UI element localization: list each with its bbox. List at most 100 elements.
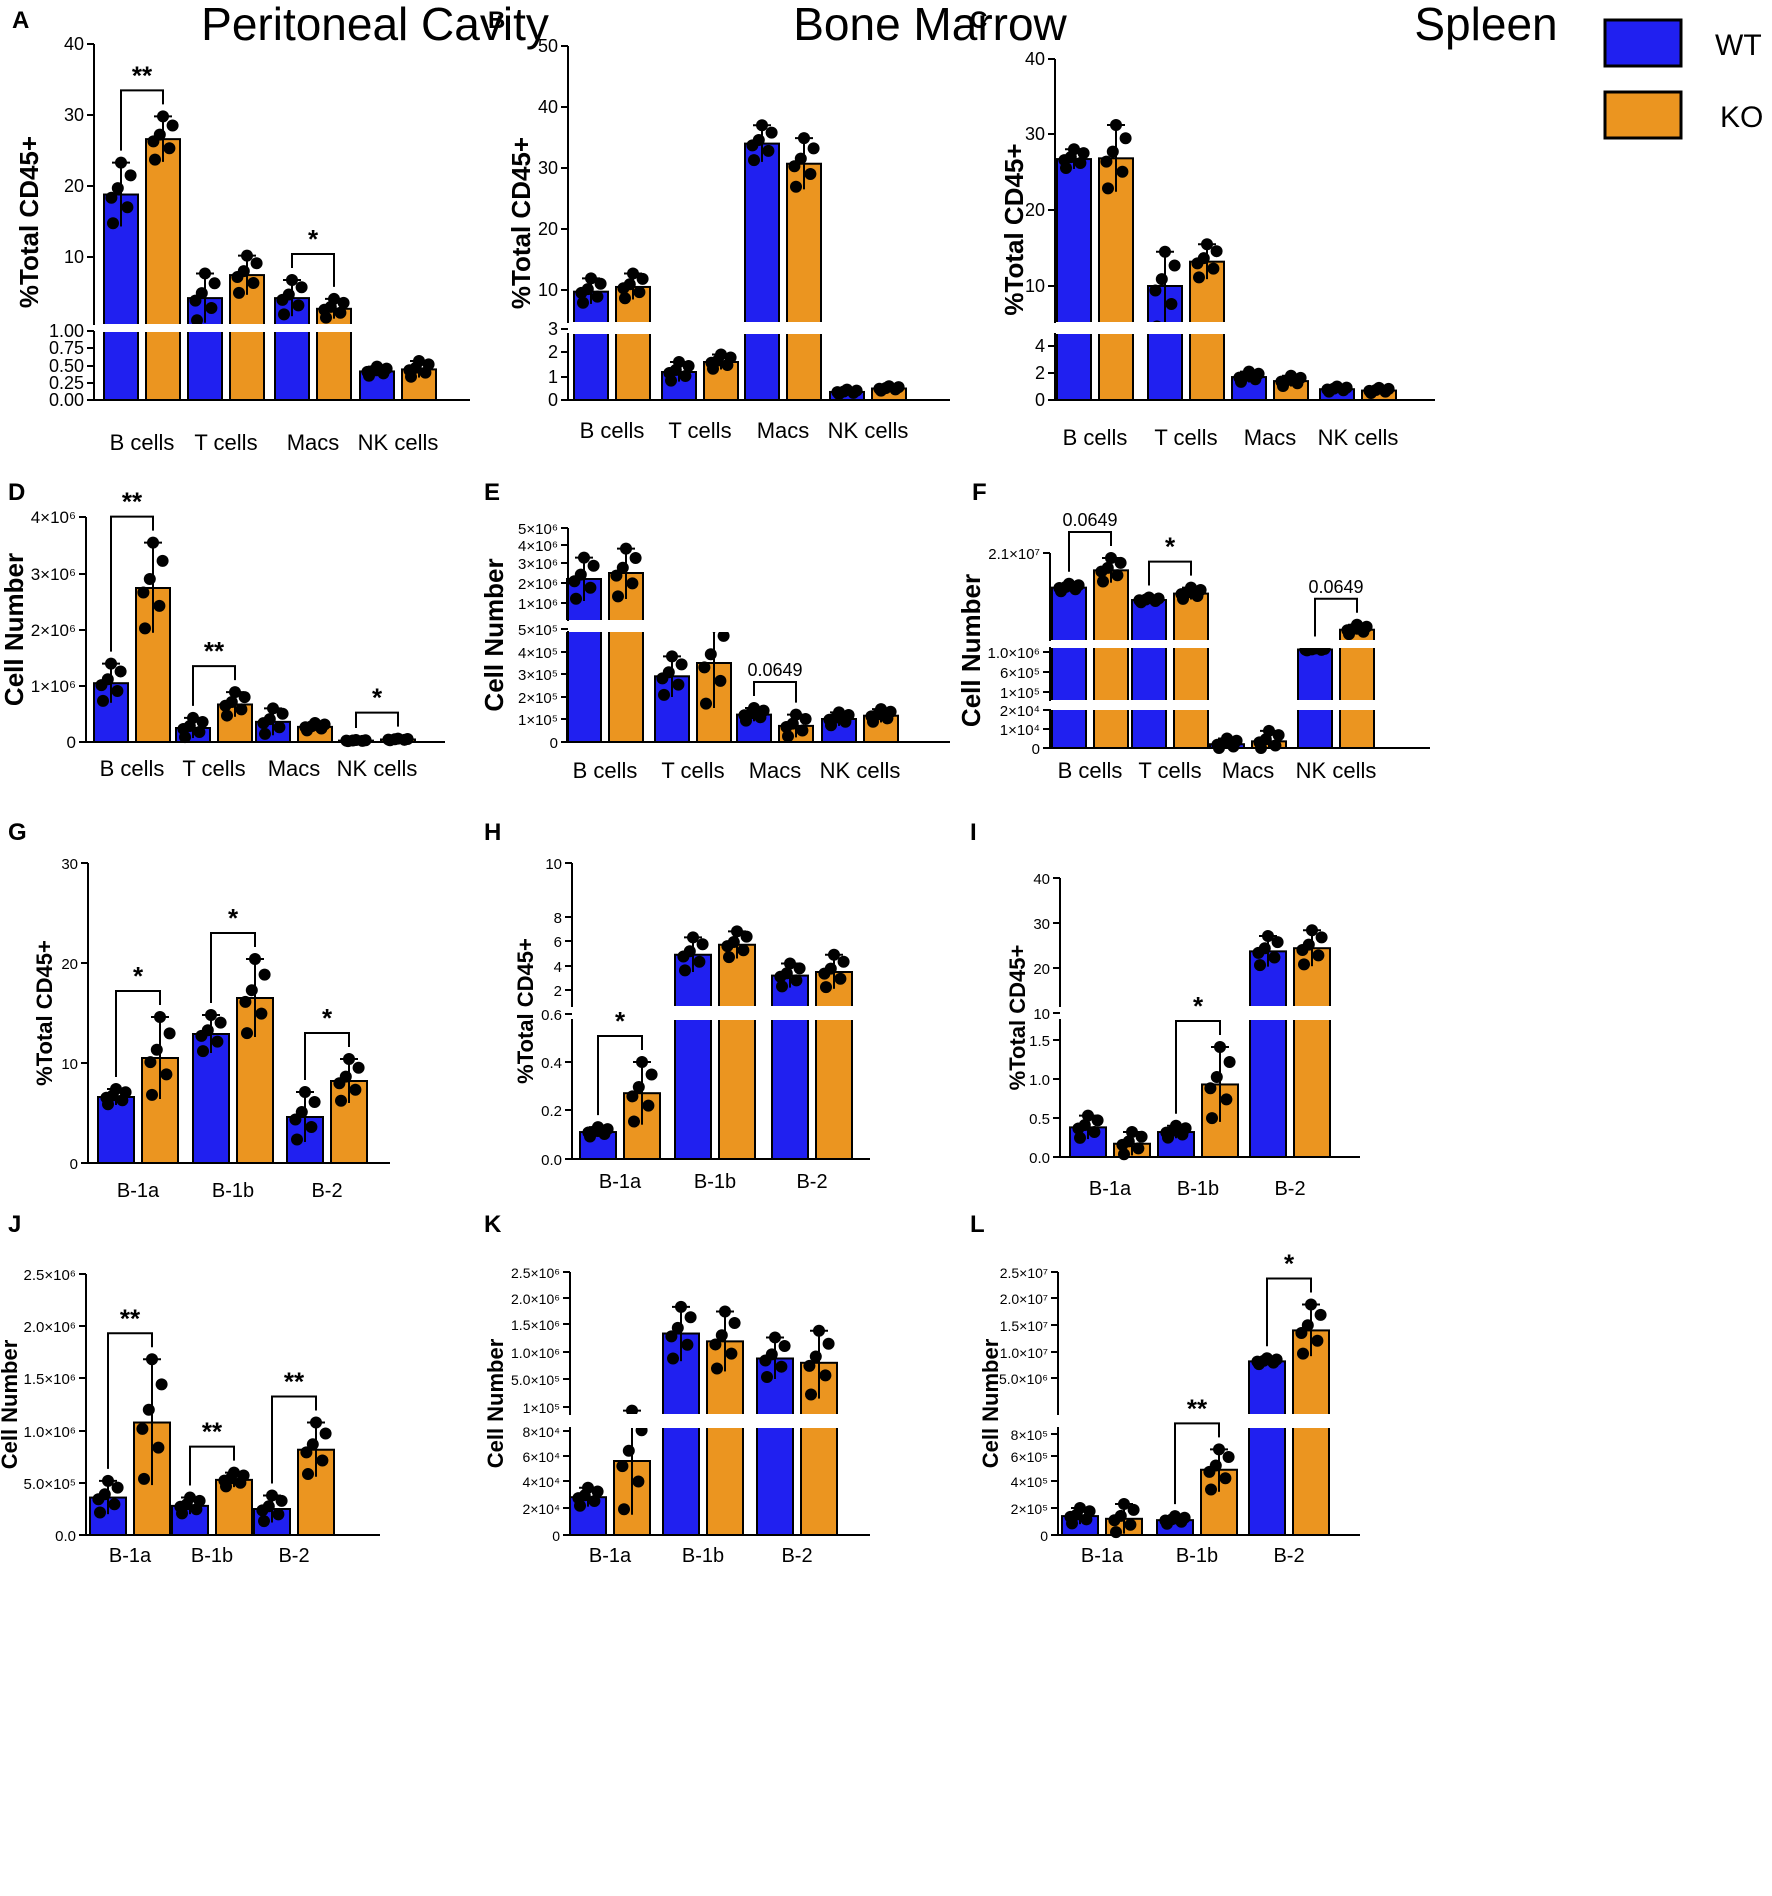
data-point	[1118, 1497, 1130, 1510]
data-point	[334, 306, 347, 319]
data-point	[798, 132, 810, 145]
data-point	[790, 708, 802, 721]
data-point	[610, 569, 623, 582]
data-point	[728, 1316, 741, 1329]
data-point	[361, 365, 374, 378]
x-tick-label-2: Macs	[749, 758, 802, 783]
panel-letter-j: J	[8, 1211, 21, 1238]
y-tick-label-7: 1.5×10⁷	[1000, 1318, 1048, 1334]
data-point	[231, 271, 244, 284]
x-tick-label-2: B-2	[1273, 1545, 1304, 1567]
panel-letter-h: H	[484, 819, 501, 846]
bar-ko-1	[1173, 592, 1209, 750]
x-tick-label-0: B-1a	[599, 1171, 642, 1193]
y-tick-label-8: 3×10⁶	[518, 556, 558, 573]
data-point	[92, 1493, 105, 1506]
data-point	[1243, 365, 1255, 378]
y-tick-label-9: 2.5×10⁷	[1000, 1265, 1048, 1281]
data-point	[666, 650, 678, 663]
data-point	[813, 1324, 825, 1337]
y-tick-label-7: 30	[64, 105, 84, 125]
data-point	[292, 299, 305, 312]
data-point	[218, 1474, 231, 1487]
data-point	[1072, 579, 1085, 592]
data-point	[155, 1378, 168, 1391]
significance-bracket-0	[1068, 530, 1112, 572]
x-tick-label-0: B cells	[1058, 758, 1123, 783]
data-point	[717, 629, 730, 642]
bar-ko-0	[145, 138, 181, 401]
bar-ko-0	[1098, 157, 1134, 401]
data-point	[352, 1061, 365, 1074]
data-point	[221, 709, 233, 722]
data-point	[696, 938, 709, 951]
bar-wt-2	[1249, 950, 1287, 1158]
y-tick-label-10: 5×10⁶	[518, 521, 558, 538]
y-tick-label-5: 2.5×10⁶	[24, 1267, 76, 1284]
data-point	[107, 217, 119, 230]
significance-label-1: *	[228, 903, 239, 933]
y-axis-label: %Total CD45+	[506, 137, 536, 309]
data-point	[250, 257, 263, 270]
data-point	[267, 702, 279, 715]
data-point	[239, 995, 252, 1008]
y-tick-label-0: 0	[67, 733, 76, 752]
data-point	[154, 1011, 166, 1023]
data-point	[1206, 1112, 1218, 1125]
data-point	[219, 699, 232, 712]
data-point	[1160, 1126, 1173, 1139]
data-point	[577, 296, 589, 309]
data-point	[150, 1043, 163, 1056]
data-point	[146, 1353, 158, 1366]
data-point	[850, 384, 863, 397]
data-point	[233, 286, 245, 299]
data-point	[1351, 618, 1363, 631]
data-point	[111, 685, 124, 698]
data-point	[1213, 1443, 1225, 1456]
data-point	[1185, 581, 1197, 594]
legend-swatch-wt	[1603, 18, 1683, 68]
x-tick-label-0: B-1a	[1081, 1545, 1124, 1567]
column-title-peritoneal: Peritoneal Cavity	[201, 0, 549, 50]
y-tick-label-5: 20	[1033, 961, 1050, 978]
data-point	[305, 1121, 318, 1133]
data-point	[318, 303, 331, 316]
data-point	[1119, 132, 1132, 145]
data-point	[143, 573, 156, 586]
significance-label-0: *	[133, 961, 144, 991]
data-point	[682, 360, 695, 372]
significance-bracket-1	[192, 665, 236, 706]
y-tick-label-10: 2.5×10⁶	[511, 1265, 560, 1281]
significance-bracket-0	[597, 1035, 643, 1116]
significance-label-1: *	[1165, 532, 1176, 562]
data-point	[1298, 958, 1310, 971]
bar-ko-1	[706, 1340, 744, 1536]
data-point	[142, 1403, 155, 1416]
data-point	[622, 1444, 635, 1457]
x-tick-label-2: Macs	[268, 756, 321, 781]
y-tick-label-0: 0	[552, 1528, 560, 1544]
y-tick-label-0: 0	[550, 735, 558, 752]
data-point	[1102, 182, 1114, 195]
data-point	[788, 160, 801, 173]
data-point	[111, 1481, 124, 1494]
data-point	[289, 1113, 302, 1126]
data-point	[1178, 1511, 1191, 1524]
x-tick-label-1: T cells	[661, 758, 724, 783]
data-point	[636, 272, 649, 285]
data-point	[803, 1359, 816, 1372]
y-tick-label-1: 2×10⁵	[1011, 1501, 1048, 1517]
data-point	[1110, 119, 1122, 131]
data-point	[1203, 1465, 1216, 1478]
x-tick-label-2: Macs	[757, 418, 810, 443]
data-point	[403, 364, 416, 377]
x-tick-label-1: T cells	[1154, 425, 1217, 450]
x-tick-label-2: B-2	[311, 1180, 342, 1202]
data-point	[601, 1123, 614, 1136]
data-point	[1053, 582, 1066, 595]
data-point	[756, 119, 768, 132]
data-point	[1272, 729, 1285, 742]
data-point	[300, 1446, 313, 1459]
y-tick-label-4: 2	[554, 983, 562, 1000]
data-point	[594, 277, 607, 290]
